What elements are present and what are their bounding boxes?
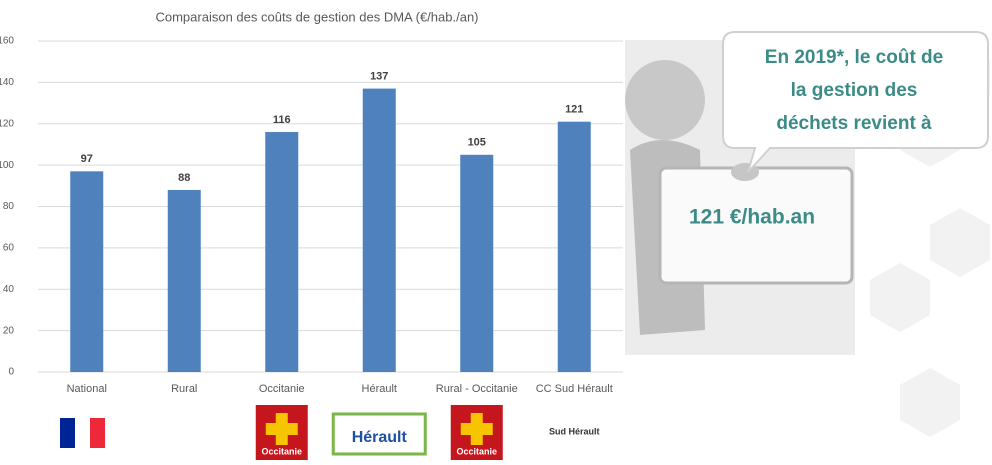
- x-tick-label: CC Sud Hérault: [536, 383, 613, 395]
- y-tick-label: 80: [3, 201, 15, 212]
- bar: [460, 154, 494, 372]
- callout-text: la gestion des: [791, 80, 918, 101]
- bar: [362, 88, 396, 373]
- callout-text: déchets revient à: [776, 113, 932, 134]
- value-label: 105: [468, 137, 486, 149]
- bar: [265, 132, 299, 372]
- y-tick-label: 120: [0, 118, 14, 129]
- bar: [557, 121, 591, 373]
- y-tick-label: 40: [3, 284, 15, 295]
- value-label: 97: [81, 153, 93, 165]
- logo-label: Sud Hérault: [549, 426, 600, 436]
- logo-cross: [460, 413, 493, 445]
- y-tick-label: 140: [0, 77, 14, 88]
- value-label: 88: [178, 172, 190, 184]
- logo-box: [331, 412, 427, 456]
- logo-label: Occitanie: [456, 446, 497, 456]
- callout-text: En 2019*, le coût de: [765, 47, 943, 68]
- x-tick-label: Occitanie: [259, 383, 305, 395]
- flag-france: [60, 418, 105, 448]
- x-tick-label: Rural: [171, 383, 197, 395]
- bar: [70, 171, 104, 372]
- bar: [167, 189, 201, 372]
- y-tick-label: 20: [3, 325, 15, 336]
- chart-title: Comparaison des coûts de gestion des DMA…: [155, 9, 478, 24]
- value-label: 121: [565, 104, 583, 116]
- board-text: 121 €/hab.an: [689, 206, 815, 229]
- logo-box: [548, 405, 601, 460]
- y-tick-label: 0: [8, 367, 14, 378]
- value-label: 137: [370, 70, 388, 82]
- logo-cross: [265, 413, 298, 445]
- x-tick-label: Rural - Occitanie: [436, 383, 518, 395]
- y-tick-label: 100: [0, 160, 14, 171]
- figure-illustration: [625, 40, 855, 355]
- speech-bubble: [722, 31, 989, 173]
- x-tick-label: Hérault: [362, 383, 397, 395]
- logo-label: Hérault: [352, 429, 408, 446]
- y-tick-label: 160: [0, 36, 14, 47]
- x-tick-label: National: [67, 383, 107, 395]
- logo-label: Occitanie: [261, 446, 302, 456]
- y-tick-label: 60: [3, 243, 15, 254]
- value-label: 116: [273, 114, 291, 126]
